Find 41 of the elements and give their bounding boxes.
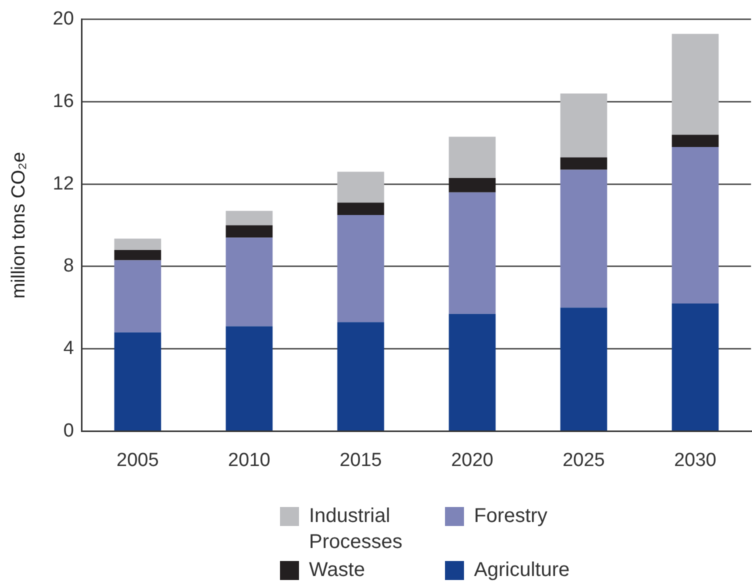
bar — [226, 225, 273, 238]
x-tick-label: 2030 — [674, 450, 716, 471]
y-tick-label: 0 — [63, 420, 74, 442]
bar — [114, 250, 162, 260]
legend-label: Agriculture — [474, 558, 571, 583]
x-tick-label: 2005 — [116, 450, 159, 471]
bar — [672, 304, 719, 430]
bar — [226, 210, 273, 226]
bar — [337, 172, 384, 203]
y-tick-label: 8 — [63, 256, 74, 277]
bar — [448, 136, 496, 178]
x-tick-label: 2025 — [562, 450, 605, 471]
legend-label: Waste — [309, 558, 366, 583]
bar — [672, 147, 719, 304]
y-tick-label: 20 — [52, 8, 74, 30]
bar — [226, 238, 273, 326]
bar — [448, 314, 496, 430]
bar — [114, 238, 162, 250]
x-tick-label: 2020 — [451, 450, 494, 471]
bar — [560, 94, 608, 158]
legend-label: Industrial Processes — [309, 504, 404, 555]
bar — [448, 178, 496, 192]
bar — [560, 157, 608, 170]
bar — [337, 202, 384, 216]
bar — [672, 34, 719, 135]
bar — [114, 332, 162, 430]
bar — [337, 322, 384, 430]
y-tick-label: 12 — [52, 173, 74, 194]
bar — [560, 308, 608, 430]
bar — [448, 192, 496, 314]
bar — [114, 260, 162, 332]
y-axis-title: million tons CO₂e — [8, 152, 30, 299]
bar — [337, 215, 384, 322]
legend-label: Forestry — [474, 504, 548, 529]
bar — [560, 170, 608, 308]
x-tick-label: 2015 — [340, 450, 382, 471]
y-tick-label: 16 — [52, 90, 74, 112]
y-tick-label: 4 — [63, 338, 74, 360]
bar — [226, 326, 273, 430]
bar — [672, 134, 719, 148]
x-tick-label: 2010 — [228, 450, 270, 471]
